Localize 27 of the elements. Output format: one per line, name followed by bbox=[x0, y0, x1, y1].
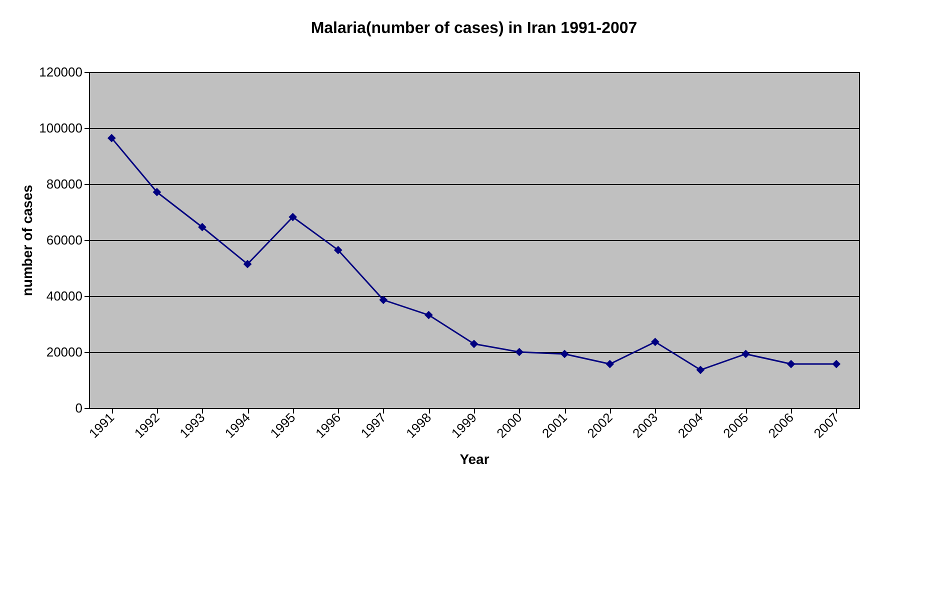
point bbox=[606, 360, 614, 368]
point bbox=[243, 260, 252, 268]
point bbox=[107, 134, 116, 142]
y-tick-label: 100000 bbox=[39, 120, 82, 136]
point bbox=[786, 360, 796, 368]
y-tick-label: 80000 bbox=[46, 176, 82, 192]
point bbox=[470, 340, 478, 348]
point bbox=[379, 296, 388, 304]
point bbox=[650, 338, 660, 346]
y-tick-label: 120000 bbox=[39, 64, 82, 80]
x-axis-title: Year bbox=[460, 450, 490, 467]
y-tick-label: 0 bbox=[75, 400, 82, 416]
point bbox=[560, 350, 569, 358]
point bbox=[198, 222, 206, 232]
point bbox=[152, 188, 162, 196]
point bbox=[288, 212, 298, 222]
point bbox=[334, 246, 342, 254]
y-tick-label: 40000 bbox=[46, 288, 82, 304]
point bbox=[742, 350, 750, 358]
point bbox=[515, 348, 524, 356]
y-axis-title: number of cases bbox=[19, 184, 36, 296]
point bbox=[424, 310, 433, 320]
point bbox=[832, 360, 841, 368]
point bbox=[696, 366, 705, 374]
y-tick-label: 60000 bbox=[46, 232, 82, 248]
chart-title: Malaria(number of cases) in Iran 1991-2007 bbox=[310, 20, 638, 37]
y-tick-label: 20000 bbox=[46, 344, 82, 360]
